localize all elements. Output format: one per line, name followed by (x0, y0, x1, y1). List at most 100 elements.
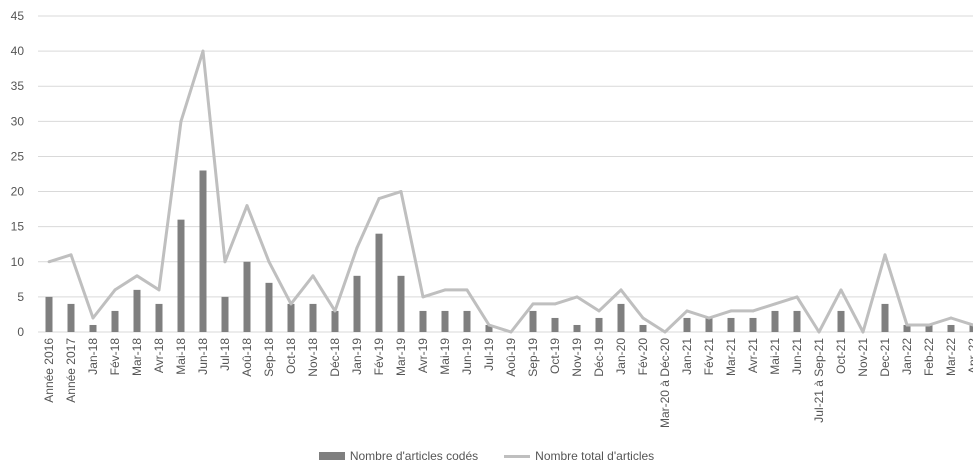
bar (617, 303, 625, 332)
line-point (487, 323, 491, 327)
x-tick-label: Jun-19 (460, 338, 474, 375)
line-point (245, 204, 249, 208)
grid-lines (38, 15, 973, 333)
bar (419, 310, 427, 332)
line-point (861, 330, 865, 334)
legend-swatch-line (504, 454, 531, 458)
line-point (575, 295, 579, 299)
x-tick-label: Sep-19 (526, 338, 540, 377)
bar (221, 296, 229, 332)
line-point (465, 288, 469, 292)
line-point (47, 260, 51, 264)
x-tick-label: Mai-21 (768, 338, 782, 375)
line-point (773, 302, 777, 306)
line-point (949, 316, 953, 320)
line-point (817, 330, 821, 334)
bar (177, 219, 185, 332)
x-tick-label: Jan-22 (900, 338, 914, 375)
bar (639, 324, 647, 332)
x-tick-label: Nov-21 (856, 338, 870, 377)
bar (683, 317, 691, 332)
x-tick-label: Mai-19 (438, 338, 452, 375)
x-tick-label: Jul-21 à Sep-21 (812, 338, 826, 423)
bar (837, 310, 845, 332)
line-point (619, 288, 623, 292)
x-tick-label: Nov-19 (570, 338, 584, 377)
bar (375, 233, 383, 332)
line-point (597, 309, 601, 313)
y-tick-label: 15 (11, 220, 25, 234)
line-point (443, 288, 447, 292)
x-axis-ticks: Année 2016 Année 2017 Jan-18 Fév-18 Mar-18 Av… (42, 338, 973, 428)
legend-swatch-bars (318, 452, 345, 460)
bar (463, 310, 471, 332)
bar (749, 317, 757, 332)
bar (551, 317, 559, 332)
bar (397, 275, 405, 332)
bar (529, 310, 537, 332)
bar (45, 296, 53, 332)
legend-label-line: Nombre total d'articles (535, 449, 655, 463)
x-tick-label: Année 2016 (42, 338, 56, 403)
bar (111, 310, 119, 332)
y-tick-label: 5 (17, 290, 24, 304)
y-tick-label: 30 (11, 114, 25, 128)
x-tick-label: Mar-20 à Déc-20 (658, 338, 672, 428)
x-tick-label: Jul-19 (482, 338, 496, 371)
bar (265, 282, 273, 332)
bar (727, 317, 735, 332)
bar (705, 317, 713, 332)
x-tick-label: Mar-19 (394, 338, 408, 376)
y-tick-label: 45 (11, 9, 25, 23)
x-tick-label: Mar-22 (944, 338, 958, 376)
bar (903, 324, 911, 332)
bar (309, 303, 317, 332)
bar (67, 303, 75, 332)
bar (441, 310, 449, 332)
x-tick-label: Année 2017 (64, 338, 78, 403)
bar (331, 310, 339, 332)
line-point (707, 316, 711, 320)
x-tick-label: Feb-22 (922, 338, 936, 376)
legend-label-bars: Nombre d'articles codés (349, 449, 479, 463)
x-tick-label: Nov-18 (306, 338, 320, 377)
line-point (179, 119, 183, 123)
x-tick-label: Fév-21 (702, 338, 716, 376)
x-tick-label: Mai-18 (174, 338, 188, 375)
bar-series (45, 170, 973, 332)
line-point (201, 49, 205, 53)
x-tick-label: Jun-18 (196, 338, 210, 375)
x-tick-label: Apr-22 (966, 338, 973, 374)
bar (199, 170, 207, 332)
line-point (663, 330, 667, 334)
x-tick-label: Fév-20 (636, 338, 650, 376)
bar (243, 261, 251, 332)
bar (969, 324, 973, 332)
bar (793, 310, 801, 332)
bar (287, 303, 295, 332)
x-tick-label: Oct-19 (548, 338, 562, 374)
y-tick-label: 35 (11, 79, 25, 93)
x-tick-label: Sep-18 (262, 338, 276, 377)
x-tick-label: Oct-18 (284, 338, 298, 374)
line-point (795, 295, 799, 299)
line-point (751, 309, 755, 313)
line-point (377, 197, 381, 200)
bar (925, 324, 933, 332)
line-point (883, 253, 887, 257)
line-point (729, 309, 733, 313)
legend-item-bars: Nombre d'articles codés (318, 449, 479, 463)
x-tick-label: Jan-18 (86, 338, 100, 375)
legend-item-line: Nombre total d'articles (504, 449, 654, 463)
line-point (355, 246, 359, 250)
line-point (69, 253, 73, 257)
line-point (333, 309, 337, 313)
bar (947, 324, 955, 332)
line-point (531, 302, 535, 306)
x-tick-label: Avr-21 (746, 338, 760, 373)
line-point (927, 323, 931, 327)
bar (353, 275, 361, 332)
line-point (641, 316, 645, 320)
x-tick-label: Avr-18 (152, 338, 166, 373)
line-point (157, 288, 161, 292)
